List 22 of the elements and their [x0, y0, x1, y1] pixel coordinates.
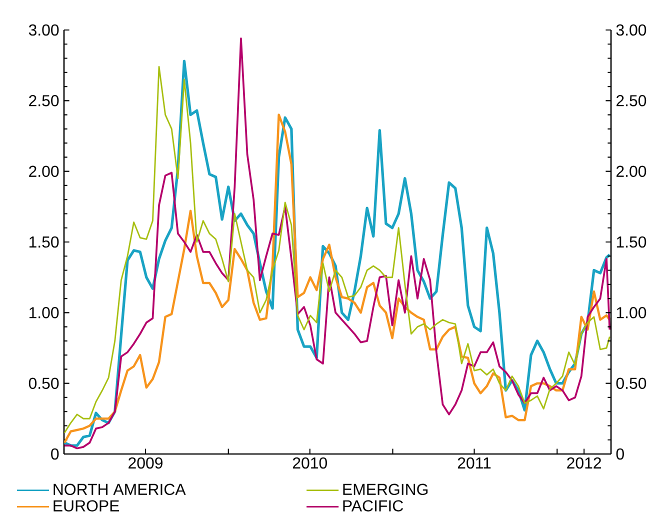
- legend-label: EUROPE: [54, 500, 120, 512]
- x-tick-label: 2011: [458, 457, 491, 469]
- y2-tick-label: 3.00: [28, 24, 59, 36]
- y-tick-label: 0: [616, 448, 624, 460]
- y2-tick-label: 1.00: [29, 307, 59, 318]
- x-tick-label: 2010: [292, 457, 327, 469]
- y-tick-label: 1.50: [616, 236, 646, 248]
- legend-label: PACIFIC: [343, 500, 404, 512]
- y-tick-label: 2.50: [616, 95, 646, 106]
- y-tick-label: 0.50: [616, 378, 646, 389]
- y-tick-label: 1.00: [616, 307, 646, 318]
- y-tick-label: 2.00: [616, 166, 646, 177]
- y2-tick-label: 1.50: [29, 236, 59, 248]
- y-tick-label: 3.00: [616, 24, 646, 36]
- x-tick-label: 2012: [567, 457, 601, 469]
- y2-tick-label: 0: [51, 448, 59, 460]
- legend-label: NORTH AMERICA: [54, 484, 186, 496]
- y2-tick-label: 2.50: [29, 95, 59, 106]
- y2-tick-label: 2.00: [29, 166, 59, 177]
- x-tick-label: 2009: [128, 457, 162, 469]
- legend-label: EMERGING: [343, 484, 428, 496]
- y2-tick-label: 0.50: [28, 378, 59, 389]
